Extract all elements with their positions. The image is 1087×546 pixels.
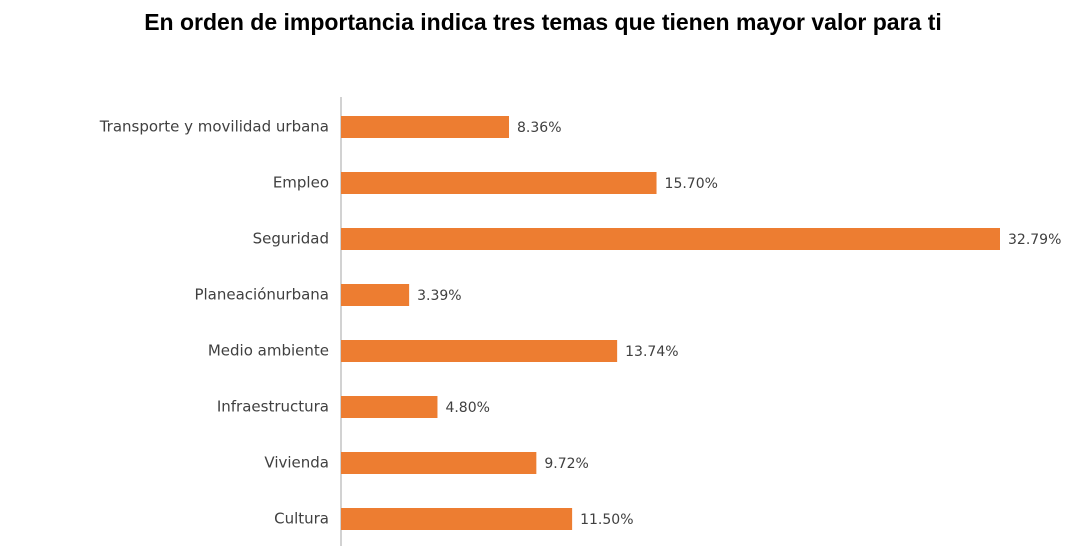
bar — [341, 452, 537, 474]
bar — [341, 508, 573, 530]
category-label: Transporte y movilidad urbana — [99, 118, 329, 136]
bar — [341, 116, 510, 138]
value-label: 11.50% — [580, 512, 633, 528]
value-label: 15.70% — [665, 176, 718, 192]
value-label: 32.79% — [1008, 232, 1061, 248]
bar — [341, 340, 618, 362]
value-label: 3.39% — [417, 288, 461, 304]
category-label: Vivienda — [264, 454, 329, 472]
bar — [341, 284, 410, 306]
value-label: 8.36% — [517, 120, 561, 136]
category-label: Infraestructura — [217, 398, 329, 416]
category-label: Empleo — [273, 174, 329, 192]
category-label: Seguridad — [253, 230, 329, 248]
value-label: 13.74% — [625, 344, 678, 360]
bar — [341, 396, 438, 418]
category-label: Medio ambiente — [208, 342, 329, 360]
value-label: 9.72% — [544, 456, 588, 472]
bar — [341, 172, 657, 194]
category-label: Planeaciónurbana — [194, 286, 329, 304]
bar — [341, 228, 1000, 250]
value-label: 4.80% — [445, 400, 489, 416]
category-label: Cultura — [274, 510, 329, 528]
chart-title: En orden de importancia indica tres tema… — [144, 9, 942, 35]
